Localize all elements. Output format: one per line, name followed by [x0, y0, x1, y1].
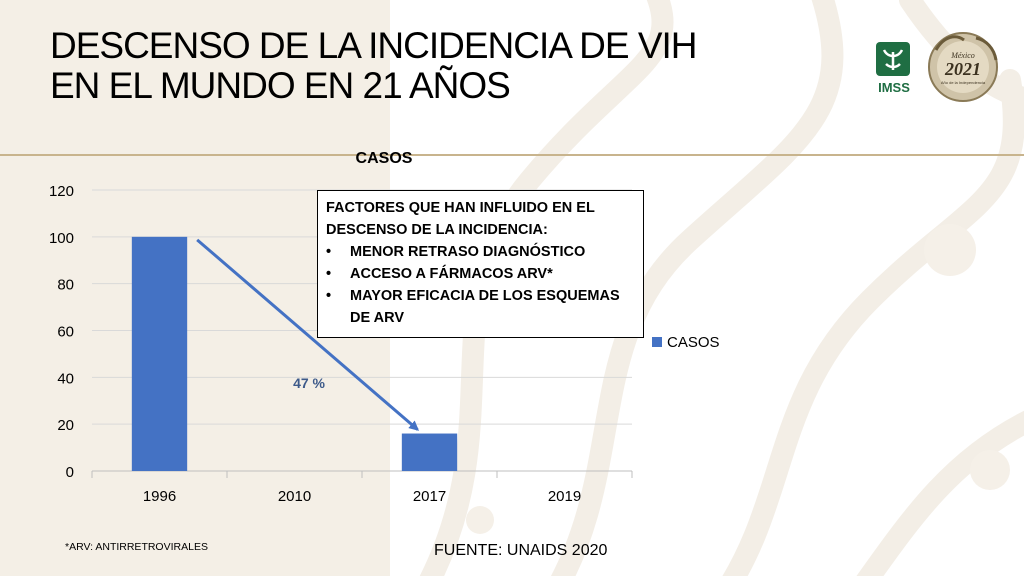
mexico-2021-badge: México 2021 Año de la Independencia — [928, 32, 998, 102]
y-tick-label: 60 — [57, 324, 74, 341]
x-axis-ticks: 1996 2010 2017 2019 — [143, 488, 581, 505]
bullet-icon: • — [326, 244, 332, 260]
badge-sub-text: Año de la Independencia — [941, 80, 986, 85]
y-tick-label: 120 — [49, 183, 74, 200]
factor-item: • ACCESO A FÁRMACOS ARV* — [326, 263, 635, 285]
y-tick-label: 100 — [49, 230, 74, 247]
title-line-2: EN EL MUNDO EN 21 AÑOS — [50, 65, 511, 106]
y-tick-label: 0 — [66, 464, 74, 481]
decorative-pattern — [419, 0, 1024, 576]
badge-year-text: 2021 — [944, 59, 981, 79]
y-tick-label: 20 — [57, 417, 74, 434]
imss-logo: IMSS — [876, 42, 910, 95]
slide-title: DESCENSO DE LA INCIDENCIA DE VIH EN EL M… — [50, 26, 770, 106]
x-tick-label: 1996 — [143, 488, 176, 505]
x-tick-label: 2010 — [278, 488, 311, 505]
footnote: *ARV: ANTIRRETROVIRALES — [65, 541, 208, 553]
badge-top-text: México — [950, 51, 975, 60]
factor-item: • MAYOR EFICACIA DE LOS ESQUEMAS DE ARV — [326, 285, 635, 329]
x-tick-label: 2017 — [413, 488, 446, 505]
chart-legend: CASOS — [652, 334, 720, 351]
bullet-icon: • — [326, 288, 332, 304]
title-line-1: DESCENSO DE LA INCIDENCIA DE VIH — [50, 25, 698, 66]
factor-item-text: MENOR RETRASO DIAGNÓSTICO — [350, 244, 586, 260]
x-tick-label: 2019 — [548, 488, 581, 505]
y-tick-label: 40 — [57, 370, 74, 387]
header-divider — [0, 154, 1024, 156]
y-axis-ticks: 0 20 40 60 80 100 120 — [49, 183, 74, 481]
bullet-icon: • — [326, 266, 332, 282]
factors-list: • MENOR RETRASO DIAGNÓSTICO • ACCESO A FÁR… — [326, 241, 635, 329]
factors-heading-line-1: FACTORES QUE HAN INFLUIDO EN EL — [326, 200, 595, 216]
factor-item: • MENOR RETRASO DIAGNÓSTICO — [326, 241, 635, 263]
factors-textbox: FACTORES QUE HAN INFLUIDO EN EL DESCENSO… — [317, 190, 644, 338]
factor-item-text: MAYOR EFICACIA DE LOS ESQUEMAS DE ARV — [350, 288, 620, 326]
legend-swatch — [652, 337, 662, 347]
y-tick-label: 80 — [57, 277, 74, 294]
chart-title: CASOS — [356, 150, 413, 167]
decline-arrow — [196, 238, 420, 431]
factor-item-text: ACCESO A FÁRMACOS ARV* — [350, 266, 553, 282]
imss-logo-emblem — [882, 49, 904, 70]
bar — [401, 433, 458, 471]
legend-label: CASOS — [667, 334, 720, 351]
source-note: FUENTE: UNAIDS 2020 — [434, 542, 608, 559]
factors-heading-line-2: DESCENSO DE LA INCIDENCIA: — [326, 222, 548, 238]
bar — [131, 236, 188, 471]
decline-annotation: 47 % — [293, 375, 325, 391]
imss-logo-text: IMSS — [878, 80, 910, 95]
bars — [131, 236, 458, 471]
